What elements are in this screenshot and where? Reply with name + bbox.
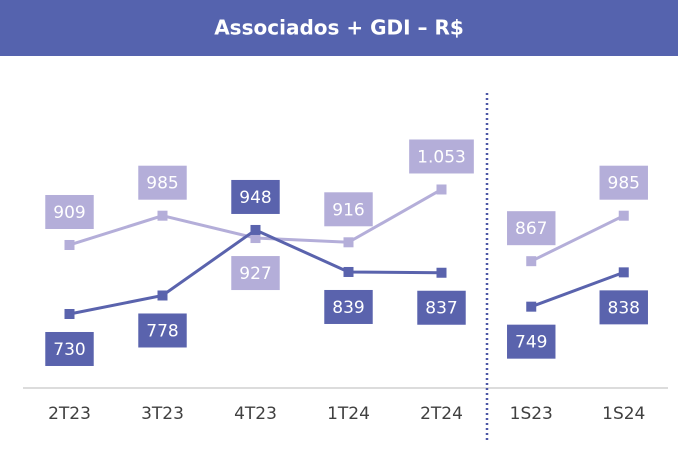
chart-title: Associados + GDI – R$ [214,16,464,40]
value-label-box [324,192,373,227]
value-label: 916 [332,200,364,220]
value-label-box [507,324,556,359]
point-marker [250,224,261,235]
value-label: 867 [515,219,547,239]
value-label-box [138,313,187,348]
x-tick-label: 3T23 [141,404,184,424]
series-line [530,214,625,263]
x-tick-label: 1S23 [510,404,553,424]
value-label-box [45,331,94,366]
value-label-box [599,165,648,200]
point-marker [157,210,168,221]
x-tick-label: 1S24 [602,404,645,424]
value-label: 985 [146,174,178,194]
value-label-box [599,290,648,325]
value-label-box [45,194,94,229]
x-tick-label: 2T24 [420,404,463,424]
value-label-box [417,290,466,325]
point-marker [64,308,75,319]
value-label: 778 [146,321,178,341]
point-marker [250,233,261,244]
x-tick-label: 4T23 [234,404,277,424]
title-bar [0,0,678,56]
value-label: 927 [239,264,271,284]
point-marker [343,266,354,277]
value-label-box [507,211,556,246]
point-marker [526,256,537,267]
value-label: 730 [53,340,85,360]
value-label: 838 [608,298,640,318]
value-label-box [138,165,187,200]
point-marker [618,210,629,221]
x-tick-label: 1T24 [327,404,370,424]
value-label-box [231,179,280,214]
value-label-box [231,256,280,291]
point-marker [64,239,75,250]
value-label: 909 [53,203,85,223]
value-label: 948 [239,188,271,208]
value-label: 1.053 [417,147,466,167]
value-label: 839 [332,298,364,318]
point-marker [157,290,168,301]
x-tick-label: 2T23 [48,404,91,424]
value-label: 749 [515,333,547,353]
point-marker [436,184,447,195]
series-line [530,270,625,309]
value-label: 985 [608,174,640,194]
point-marker [436,267,447,278]
point-marker [618,267,629,278]
value-label-box [409,139,474,174]
point-marker [526,301,537,312]
point-marker [343,237,354,248]
value-label: 837 [425,299,457,319]
value-label-box [324,289,373,324]
